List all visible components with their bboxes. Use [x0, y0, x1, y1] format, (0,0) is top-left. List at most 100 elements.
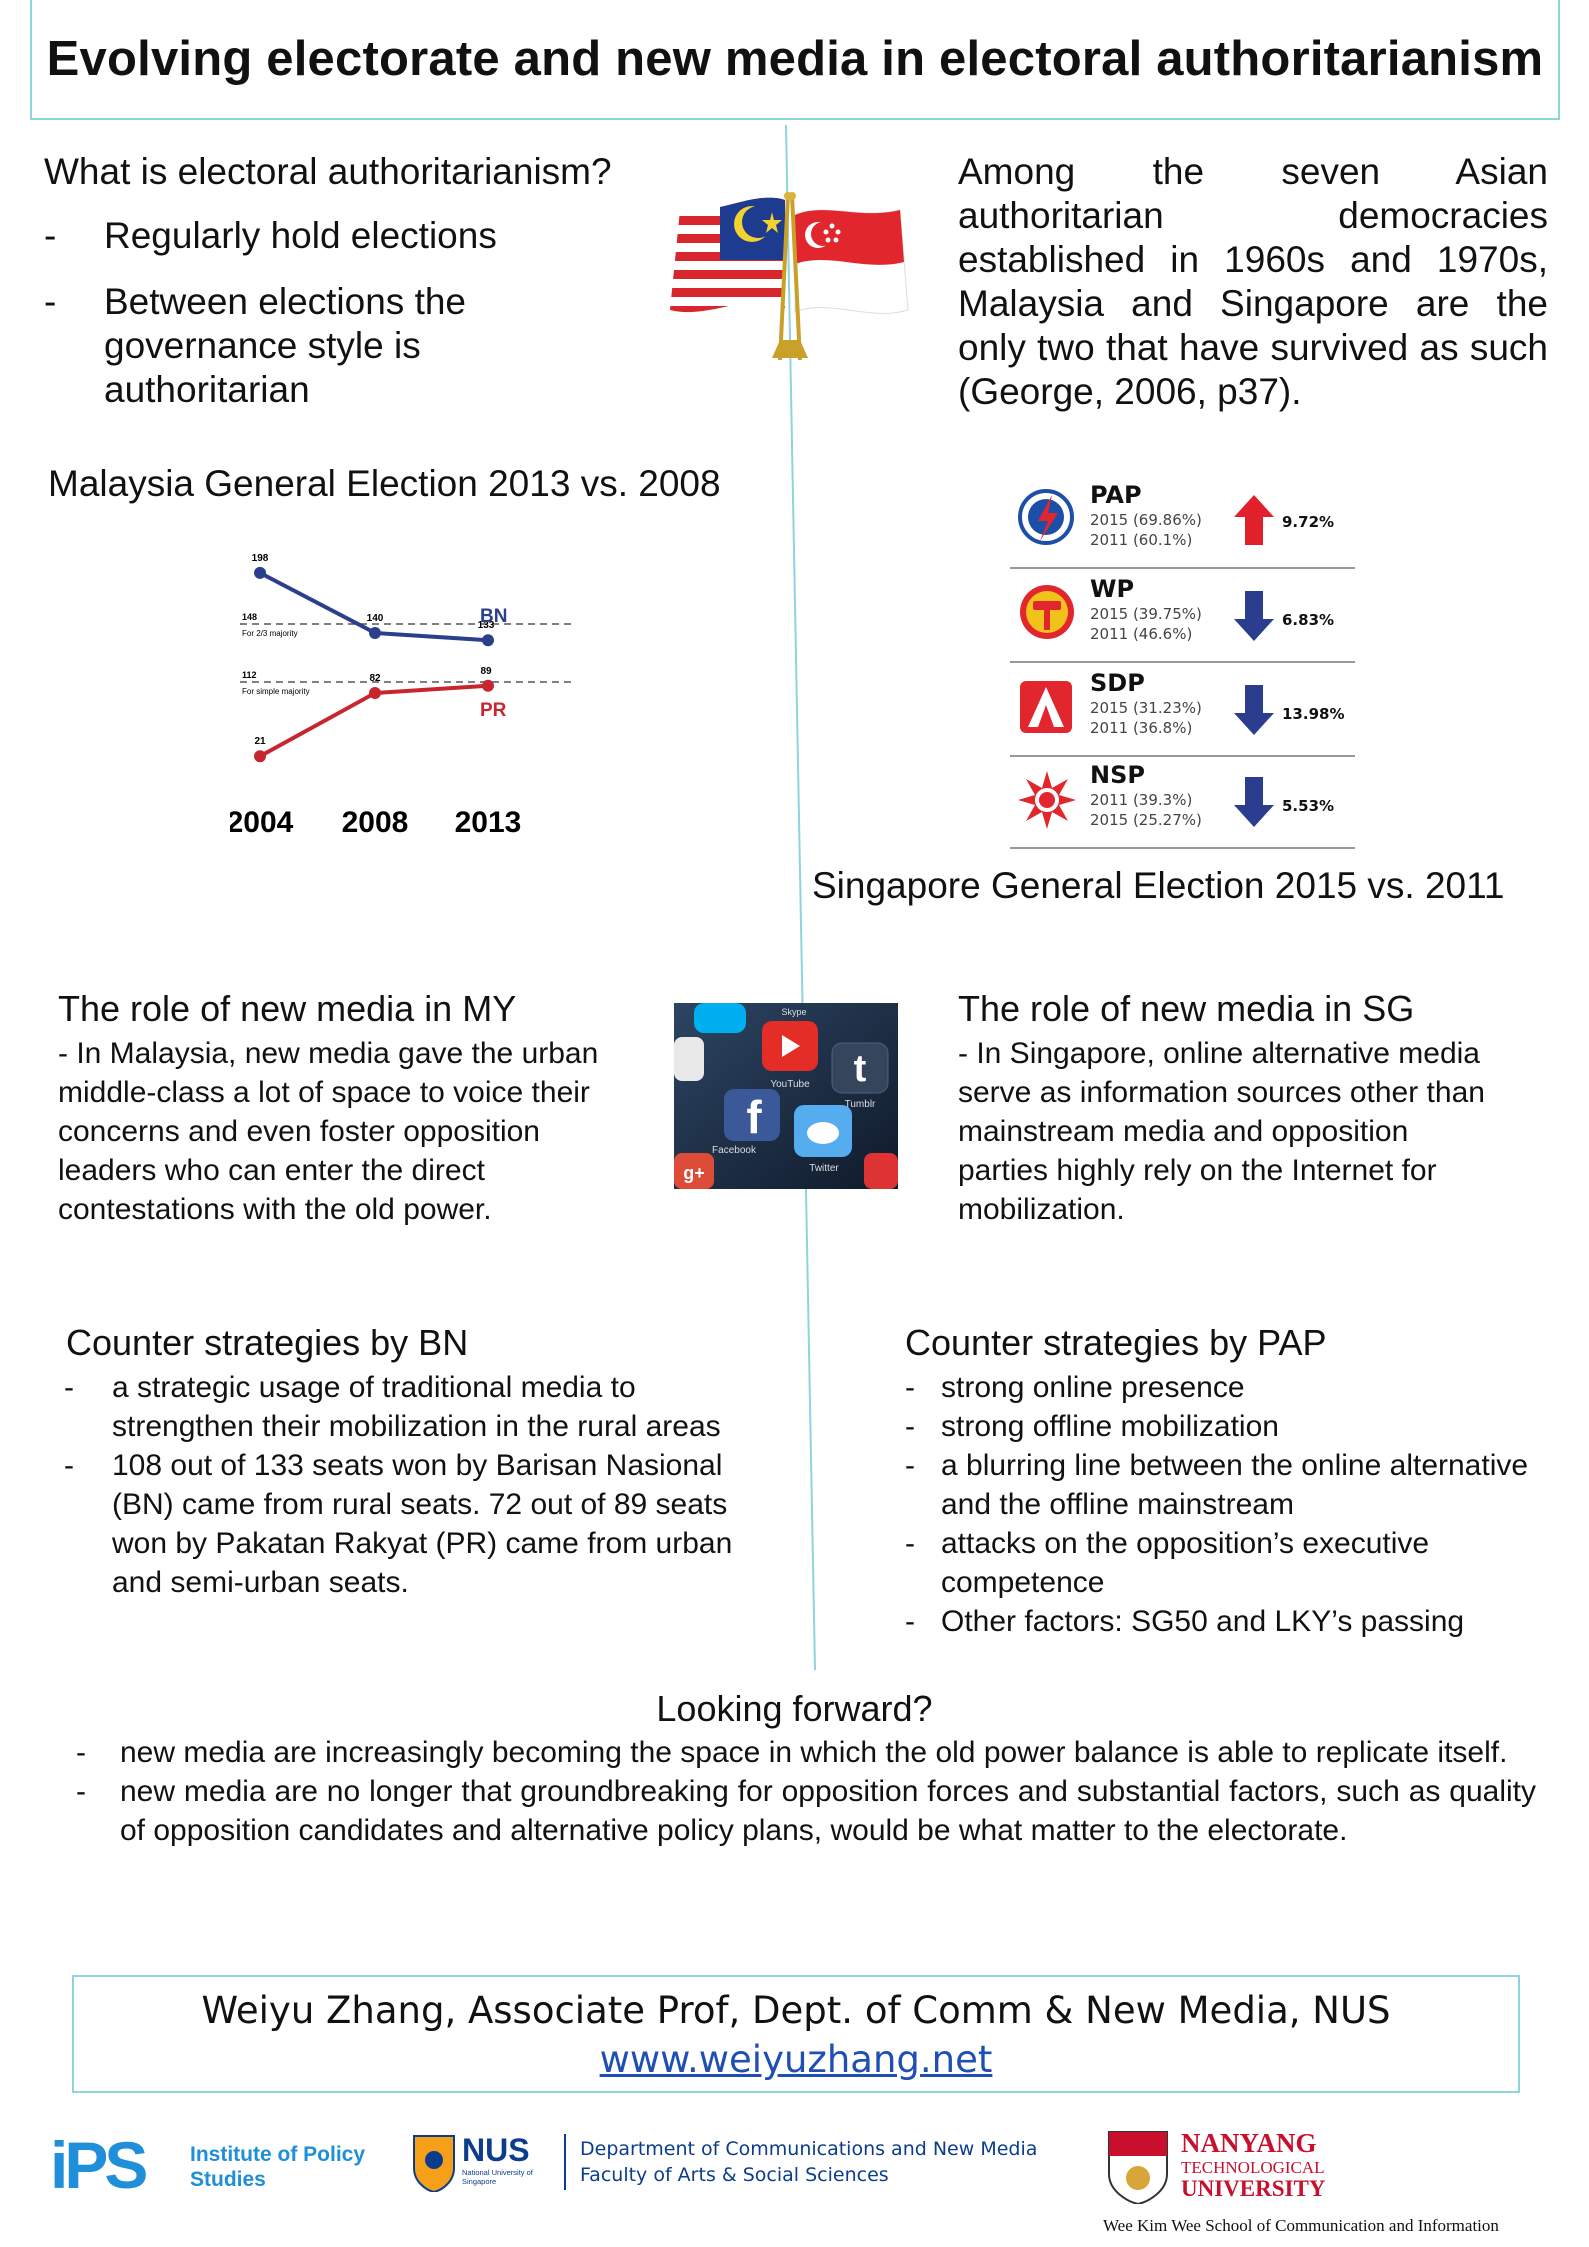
data-label-pr: 89	[480, 666, 492, 677]
sg-results-table: PAP 2015 (69.86%) 2011 (60.1%) 9.72% WP …	[1010, 475, 1355, 850]
svg-text:Twitter: Twitter	[809, 1163, 839, 1174]
media-my-body: - In Malaysia, new media gave the urban …	[58, 1037, 599, 1226]
party-result-line: 2015 (69.86%)	[1090, 511, 1202, 529]
sdp-logo-icon	[1020, 681, 1072, 733]
counter-pap-item: - Other factors: SG50 and LKY’s passing	[905, 1605, 1465, 1638]
arrow-down-icon	[1234, 685, 1274, 735]
website-link[interactable]: www.weiyuzhang.net	[599, 2038, 993, 2081]
party-change: 6.83%	[1282, 611, 1335, 629]
svg-text:g+: g+	[683, 1163, 705, 1183]
x-tick-2004: 2004	[230, 806, 294, 839]
svg-text:Facebook: Facebook	[712, 1145, 757, 1156]
nus-divider	[564, 2134, 566, 2190]
party-result-line: 2011 (39.3%)	[1090, 791, 1193, 809]
media-sg-body: - In Singapore, online alternative media…	[958, 1037, 1485, 1226]
svg-text:YouTube: YouTube	[770, 1079, 810, 1090]
party-result-line: 2011 (46.6%)	[1090, 625, 1193, 643]
forward-item: - new media are no longer that groundbrea…	[76, 1775, 1536, 1847]
party-name: NSP	[1090, 761, 1145, 789]
forward-heading: Looking forward?	[656, 1688, 933, 1729]
data-point-bn	[482, 634, 494, 647]
ref-label-112: For simple majority	[242, 687, 310, 696]
party-result-line: 2015 (39.75%)	[1090, 605, 1202, 623]
nus-logo: NUS National University of Singapore Dep…	[412, 2132, 1037, 2212]
twitter-icon: Twitter	[794, 1105, 852, 1174]
counter-pap-item: -a blurring line between the online alte…	[905, 1449, 1529, 1521]
ntu-name-3: UNIVERSITY	[1181, 2176, 1326, 2201]
arrow-up-icon	[1234, 495, 1274, 545]
crossed-flags-image	[670, 192, 909, 361]
arrow-down-icon	[1234, 591, 1274, 641]
data-point-bn	[369, 626, 381, 639]
party-name: PAP	[1090, 481, 1142, 509]
data-point-pr	[254, 750, 266, 763]
facebook-icon: f Facebook	[712, 1089, 780, 1156]
ips-mark: iPS	[50, 2128, 148, 2202]
wp-logo-icon	[1020, 585, 1074, 639]
author-footer: Weiyu Zhang, Associate Prof, Dept. of Co…	[72, 1975, 1520, 2093]
ref-value-148: 148	[242, 612, 257, 622]
forward-list: - new media are increasingly becoming the…	[76, 1733, 1536, 1850]
media-sg-heading: The role of new media in SG	[958, 988, 1415, 1029]
data-point-pr	[369, 687, 381, 700]
party-result-line: 2015 (31.23%)	[1090, 699, 1202, 717]
sg-party-row-wp: WP 2015 (39.75%) 2011 (46.6%) 6.83%	[1010, 567, 1355, 663]
sg-party-row-sdp: SDP 2015 (31.23%) 2011 (36.8%) 13.98%	[1010, 661, 1355, 757]
party-result-line: 2011 (36.8%)	[1090, 719, 1193, 737]
counter-pap-list: - strong online presence - strong offline …	[905, 1368, 1545, 1641]
poster-title: Evolving electorate and new media in ele…	[46, 32, 1544, 86]
counter-bn-heading: Counter strategies by BN	[66, 1322, 469, 1363]
series-label-bn: BN	[480, 606, 507, 627]
data-label-pr: 82	[369, 673, 381, 684]
nus-mark: NUS	[462, 2132, 530, 2168]
ips-name: Institute of Policy Studies	[190, 2143, 366, 2191]
ntu-school: Wee Kim Wee School of Communication and …	[1103, 2216, 1499, 2235]
nus-sub: National University of Singapore	[462, 2168, 533, 2186]
tumblr-icon: t Tumblr	[831, 1042, 889, 1110]
data-point-pr	[482, 679, 494, 692]
intro-points: - Regularly hold elections - Between elect…	[44, 214, 564, 412]
counter-pap-item: - strong online presence	[905, 1371, 1245, 1404]
party-name: WP	[1090, 575, 1135, 603]
intro-right-text: Among the seven Asian authoritarian demo…	[958, 151, 1548, 412]
google-plus-icon: g+	[674, 1153, 714, 1189]
intro-point: - Regularly hold elections	[44, 215, 497, 256]
intro-point: - Between elections the governance style …	[44, 281, 467, 410]
ntu-crest-icon	[1108, 2131, 1168, 2204]
my-chart-caption: Malaysia General Election 2013 vs. 2008	[48, 463, 721, 504]
counter-pap-item: - strong offline mobilization	[905, 1410, 1279, 1443]
counter-bn-item: -a strategic usage of traditional media …	[64, 1371, 721, 1443]
nus-dept: Department of Communications and New Med…	[580, 2138, 1038, 2160]
sg-party-row-nsp: NSP 2011 (39.3%) 2015 (25.27%) 5.53%	[1010, 755, 1355, 849]
pap-logo-icon	[1018, 489, 1074, 545]
forward-item: - new media are increasingly becoming the…	[76, 1736, 1508, 1769]
counter-bn-list: -a strategic usage of traditional media …	[64, 1368, 754, 1602]
svg-text:Tumblr: Tumblr	[845, 1099, 876, 1110]
sg-results-caption: Singapore General Election 2015 vs. 2011	[812, 865, 1505, 906]
sg-party-row-pap: PAP 2015 (69.86%) 2011 (60.1%) 9.72%	[1010, 475, 1355, 569]
counter-bn-item: -108 out of 133 seats won by Barisan Nas…	[64, 1449, 733, 1599]
svg-text:Skype: Skype	[781, 1007, 806, 1017]
nsp-logo-icon	[1018, 771, 1076, 829]
ref-label-148: For 2/3 majority	[242, 629, 298, 638]
party-name: SDP	[1090, 669, 1145, 697]
svg-text:t: t	[854, 1048, 867, 1090]
media-my-heading: The role of new media in MY	[58, 988, 517, 1029]
arrow-down-icon	[1234, 777, 1274, 827]
svg-text:f: f	[746, 1091, 762, 1143]
author-line: Weiyu Zhang, Associate Prof, Dept. of Co…	[201, 1989, 1391, 2032]
x-tick-2013: 2013	[455, 806, 522, 839]
ntu-name-1: NANYANG	[1181, 2128, 1317, 2158]
counter-pap-heading: Counter strategies by PAP	[905, 1322, 1327, 1363]
youtube-icon: YouTube	[762, 1021, 818, 1090]
intro-question: What is electoral authoritarianism?	[44, 151, 612, 192]
ips-logo: iPS Institute of Policy Studies	[50, 2132, 370, 2202]
party-result-line: 2011 (60.1%)	[1090, 531, 1193, 549]
data-label-bn: 140	[367, 613, 384, 624]
data-label-bn: 133	[478, 620, 495, 631]
data-label-bn: 198	[252, 553, 269, 564]
title-box: Evolving electorate and new media in ele…	[30, 0, 1560, 120]
data-label-pr: 21	[254, 736, 266, 747]
series-label-pr: PR	[480, 700, 507, 721]
counter-pap-item: - attacks on the opposition’s executive c…	[905, 1527, 1430, 1599]
